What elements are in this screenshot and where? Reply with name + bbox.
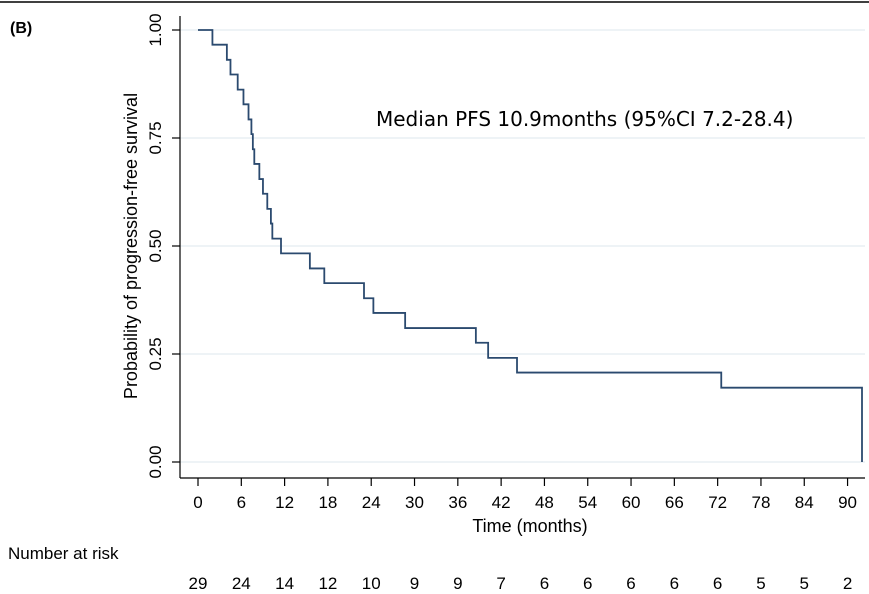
median-annotation: Median PFS 10.9months (95%CI 7.2-28.4) [376, 107, 793, 131]
x-tick-label: 42 [492, 493, 511, 512]
x-tick-label: 78 [751, 493, 770, 512]
y-tick-label: 0.50 [146, 229, 165, 262]
x-tick-label: 36 [448, 493, 467, 512]
risk-value: 6 [583, 574, 592, 593]
risk-value: 6 [540, 574, 549, 593]
risk-value: 9 [453, 574, 462, 593]
risk-table-values: 29 24 14 12 10 9 9 7 6 6 6 6 6 5 5 2 [189, 574, 853, 593]
x-tick-label: 24 [362, 493, 381, 512]
x-tick-label: 6 [237, 493, 246, 512]
risk-value: 6 [670, 574, 679, 593]
risk-value: 14 [275, 574, 294, 593]
risk-value: 9 [410, 574, 419, 593]
series [198, 29, 863, 462]
panel-label: (B) [10, 20, 32, 37]
x-tick-label: 66 [665, 493, 684, 512]
risk-value: 29 [189, 574, 208, 593]
gridlines [180, 29, 865, 463]
x-tick-label: 18 [318, 493, 337, 512]
x-tick-label: 0 [193, 493, 202, 512]
risk-value: 5 [800, 574, 809, 593]
x-tick-label: 72 [708, 493, 727, 512]
risk-value: 10 [362, 574, 381, 593]
x-ticks: 0 6 12 18 24 30 36 42 48 54 60 66 72 78 84 90 [193, 478, 857, 512]
y-tick-label: 0.00 [146, 445, 165, 478]
axes [179, 16, 865, 479]
risk-value: 6 [713, 574, 722, 593]
y-axis-title: Probability of progression-free survival [121, 93, 141, 399]
risk-value: 24 [232, 574, 251, 593]
x-tick-label: 12 [275, 493, 294, 512]
risk-value: 6 [626, 574, 635, 593]
x-tick-label: 30 [405, 493, 424, 512]
y-tick-label: 1.00 [146, 13, 165, 46]
x-tick-label: 84 [795, 493, 814, 512]
y-ticks: 0.00 0.25 0.50 0.75 1.00 [146, 13, 180, 479]
x-tick-label: 90 [838, 493, 857, 512]
risk-value: 12 [318, 574, 337, 593]
x-axis-title: Time (months) [472, 516, 587, 536]
risk-value: 5 [756, 574, 765, 593]
risk-value: 7 [496, 574, 505, 593]
risk-table-label: Number at risk [8, 544, 119, 563]
y-tick-label: 0.75 [146, 121, 165, 154]
x-tick-label: 60 [622, 493, 641, 512]
x-tick-label: 54 [578, 493, 597, 512]
x-tick-label: 48 [535, 493, 554, 512]
y-tick-label: 0.25 [146, 337, 165, 370]
survival-curve [198, 29, 863, 462]
risk-value: 2 [843, 574, 852, 593]
